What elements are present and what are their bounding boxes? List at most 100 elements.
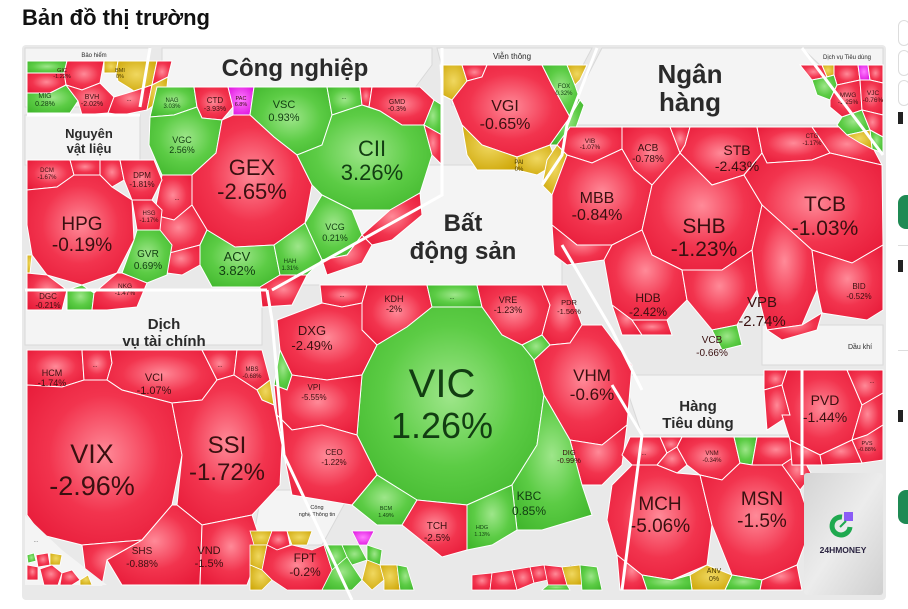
svg-text:NKG: NKG [118, 283, 132, 290]
stock-cell[interactable] [99, 159, 125, 188]
svg-text:TCH: TCH [427, 521, 448, 532]
svg-text:vật liệu: vật liệu [67, 141, 112, 156]
stock-cell[interactable] [259, 274, 308, 308]
stock-cell-hdg[interactable] [466, 484, 518, 551]
stock-cell[interactable] [759, 564, 803, 591]
stock-cell-vpb[interactable] [751, 204, 818, 331]
svg-text:0%: 0% [709, 576, 719, 583]
sector-label-dich-vu-tai-chinh: Dịch [148, 316, 181, 333]
brand-logo-tile[interactable]: 24HMONEY [804, 473, 883, 595]
stock-cell[interactable] [26, 254, 33, 274]
svg-text:PAI: PAI [514, 160, 524, 166]
svg-text:FPT: FPT [294, 551, 317, 565]
svg-text:BCM: BCM [380, 506, 393, 512]
stock-cell[interactable] [656, 446, 688, 474]
sector-cong-nghiep: Công nghiệp [148, 55, 443, 308]
stock-cell[interactable] [711, 324, 743, 351]
svg-text:MCH: MCH [638, 494, 681, 515]
svg-text:0.85%: 0.85% [512, 504, 546, 518]
sidebar-control[interactable] [898, 20, 908, 46]
stock-cell[interactable] [845, 129, 873, 150]
sector-label-hang-tieu-dung: Hàng [679, 398, 717, 415]
stock-cell-vcb[interactable] [681, 249, 758, 331]
svg-text:VND: VND [197, 545, 220, 557]
stock-cell-anv[interactable] [689, 564, 733, 591]
svg-text:0.69%: 0.69% [134, 261, 162, 272]
svg-text:SHS: SHS [132, 546, 153, 557]
svg-text:STB: STB [723, 142, 750, 158]
svg-text:2.56%: 2.56% [169, 145, 195, 155]
svg-text:-1.5%: -1.5% [195, 558, 224, 570]
sector-label-dau-khi: Dầu khí [848, 342, 872, 351]
stock-cell-tch[interactable] [401, 499, 468, 558]
svg-text:-0.3%: -0.3% [388, 106, 406, 113]
stock-cell-bid[interactable] [811, 244, 884, 321]
svg-text:BVH: BVH [85, 94, 99, 101]
right-sidebar-edge [893, 0, 908, 609]
svg-text:-1.74%: -1.74% [38, 378, 67, 388]
svg-text:FOX: FOX [558, 84, 570, 90]
svg-text:ANV: ANV [707, 568, 722, 575]
svg-text:HAH: HAH [284, 259, 297, 265]
svg-text:Tiêu dùng: Tiêu dùng [662, 415, 733, 432]
stock-cell[interactable] [765, 311, 823, 341]
stock-cell[interactable] [566, 64, 588, 86]
sector-hang-tieu-dung: Hàng Tiêu dùng [606, 398, 813, 591]
svg-text:nghệ Thông tin: nghệ Thông tin [299, 512, 336, 518]
svg-text:-1.22%: -1.22% [53, 74, 71, 80]
sidebar-green-button[interactable] [898, 195, 908, 229]
svg-text:DGC: DGC [39, 292, 57, 301]
svg-text:-1.81%: -1.81% [129, 180, 154, 189]
sidebar-control[interactable] [898, 80, 908, 106]
svg-text:VNM: VNM [705, 451, 718, 457]
sidebar-divider [898, 245, 908, 246]
svg-text:-1.5%: -1.5% [737, 511, 787, 532]
sector-label-dv-tieu-dung: Dịch vụ Tiêu dùng [823, 55, 871, 61]
svg-text:-1.23%: -1.23% [671, 238, 738, 261]
svg-text:-0.99%: -0.99% [557, 456, 581, 465]
svg-text:-1.03%: -1.03% [792, 217, 859, 240]
svg-text:GEX: GEX [229, 155, 276, 180]
stock-cell-hsg[interactable] [131, 199, 163, 231]
svg-text:VIB: VIB [585, 138, 595, 145]
sidebar-text-fragment [898, 260, 903, 272]
svg-text:PVD: PVD [811, 392, 840, 408]
svg-text:MIG: MIG [38, 93, 51, 100]
sector-label-ngan-hang: Ngân [658, 59, 723, 89]
svg-text:PVS: PVS [861, 441, 872, 447]
svg-text:-0.78%: -0.78% [632, 154, 664, 165]
svg-text:DPM: DPM [133, 171, 151, 180]
stock-cell-vjc[interactable] [859, 79, 884, 116]
stock-cell[interactable] [631, 319, 673, 336]
svg-text:0.93%: 0.93% [268, 112, 299, 124]
sidebar-text-fragment [898, 410, 903, 422]
svg-text:HPG: HPG [61, 214, 102, 235]
sidebar-control[interactable] [898, 50, 908, 76]
stock-cell[interactable] [819, 439, 863, 466]
svg-text:...: ... [174, 196, 179, 202]
sector-other-middle: ... [471, 562, 603, 591]
stock-cell[interactable] [69, 159, 101, 176]
svg-text:3.03%: 3.03% [163, 104, 181, 110]
svg-text:-1.17%: -1.17% [139, 218, 159, 224]
sector-cong-nghe-thong-tin: Công nghệ Thông tin [249, 505, 415, 591]
svg-text:CEO: CEO [325, 448, 342, 457]
svg-text:-1.07%: -1.07% [137, 385, 172, 397]
svg-text:-1.44%: -1.44% [803, 409, 847, 425]
svg-text:KDH: KDH [384, 294, 403, 304]
svg-text:-2.43%: -2.43% [715, 158, 759, 174]
svg-text:vụ tài chính: vụ tài chính [122, 333, 205, 350]
svg-text:-2.74%: -2.74% [738, 313, 786, 330]
svg-text:hàng: hàng [659, 87, 721, 117]
sector-bao-hiem: Bảo hiểm GIC -1.22% BMI 0% MIG [26, 52, 173, 116]
svg-text:0.21%: 0.21% [322, 233, 348, 243]
svg-text:-1.56%: -1.56% [557, 307, 581, 316]
sector-label-nguyen-vat-lieu: Nguyên [65, 126, 113, 141]
svg-text:BID: BID [852, 282, 866, 291]
svg-text:DIG: DIG [562, 448, 576, 457]
sidebar-green-button[interactable] [898, 490, 908, 524]
svg-text:0%: 0% [515, 167, 524, 173]
stock-cell-kbc[interactable] [511, 393, 593, 531]
svg-text:GIC: GIC [57, 68, 67, 74]
svg-text:VGI: VGI [491, 98, 519, 115]
